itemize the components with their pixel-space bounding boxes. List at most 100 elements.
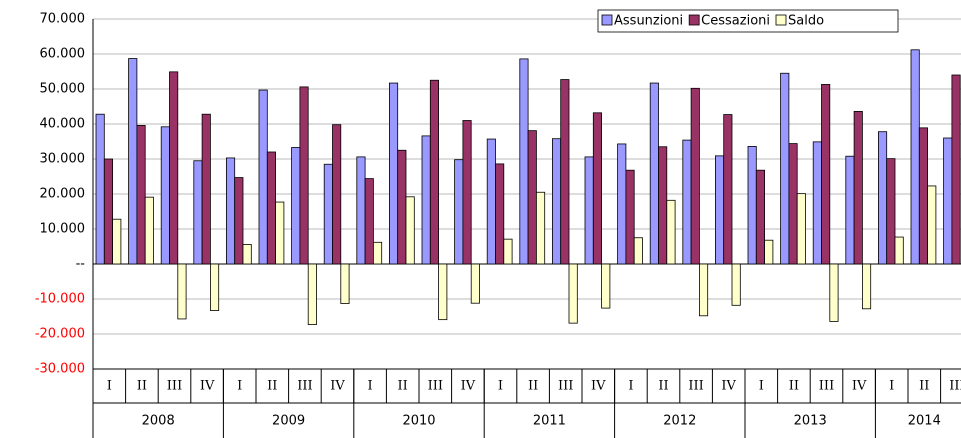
x-tick-label: II xyxy=(658,379,668,394)
bar xyxy=(560,79,570,265)
bar xyxy=(617,143,627,265)
bar xyxy=(747,145,757,265)
y-tick-label: 30.000 xyxy=(40,152,86,167)
bar xyxy=(527,130,537,265)
bar xyxy=(918,127,928,265)
bar xyxy=(951,74,961,265)
x-tick-label: IV xyxy=(200,379,215,394)
y-tick-label: 40.000 xyxy=(40,117,86,132)
x-tick-label: I xyxy=(237,379,242,394)
y-tick-label: -- xyxy=(76,257,86,272)
bar xyxy=(601,263,611,309)
bar xyxy=(372,241,383,265)
bar xyxy=(927,185,937,265)
x-tick-label: I xyxy=(759,379,764,394)
bar xyxy=(658,146,668,265)
x-tick-label: III xyxy=(949,379,961,394)
legend-swatch xyxy=(775,14,787,26)
bar xyxy=(788,143,798,265)
bar xyxy=(144,196,154,265)
x-tick-label: III xyxy=(167,379,182,394)
y-tick-label: 50.000 xyxy=(40,82,86,97)
y-tick-label: -10.000 xyxy=(35,292,85,307)
x-tick-label: II xyxy=(789,379,799,394)
y-tick-label: 70.000 xyxy=(40,12,86,27)
x-tick-label: I xyxy=(107,379,112,394)
bar xyxy=(812,141,822,265)
x-tick-label: II xyxy=(398,379,408,394)
bar xyxy=(536,191,546,265)
x-tick-label: II xyxy=(267,379,277,394)
bar xyxy=(943,137,953,265)
bar xyxy=(486,138,496,265)
bar xyxy=(299,86,309,265)
bar xyxy=(592,112,602,265)
bar xyxy=(764,239,774,265)
x-tick-label: IV xyxy=(330,379,345,394)
bar xyxy=(291,147,301,265)
bar xyxy=(584,156,594,265)
legend-label: Assunzioni xyxy=(614,14,683,29)
bar xyxy=(649,82,659,265)
bar xyxy=(225,157,236,265)
bar xyxy=(853,111,863,265)
bar xyxy=(323,163,333,265)
year-label: 2009 xyxy=(272,414,305,429)
x-tick-label: I xyxy=(889,379,894,394)
bar xyxy=(421,135,431,265)
year-label: 2010 xyxy=(402,414,435,429)
bar xyxy=(462,120,472,265)
x-tick-label: II xyxy=(919,379,929,394)
legend-box xyxy=(597,9,899,33)
year-label: 2011 xyxy=(533,414,566,429)
bar xyxy=(552,138,562,265)
legend-swatch xyxy=(688,14,700,26)
bar xyxy=(364,178,374,265)
x-tick-label: III xyxy=(297,379,312,394)
year-label: 2014 xyxy=(908,414,941,429)
bar xyxy=(177,263,187,320)
y-tick-label: 60.000 xyxy=(40,47,86,62)
bar xyxy=(755,169,765,265)
bar xyxy=(470,263,480,304)
x-tick-label: III xyxy=(688,379,703,394)
x-tick-label: I xyxy=(628,379,633,394)
bar xyxy=(356,156,366,265)
bar xyxy=(723,114,733,265)
x-tick-label: III xyxy=(819,379,834,394)
bar xyxy=(242,243,252,265)
bar xyxy=(690,87,700,265)
bar xyxy=(160,126,170,265)
year-label: 2008 xyxy=(142,414,175,429)
bar xyxy=(886,158,896,265)
x-tick-label: III xyxy=(558,379,573,394)
bar xyxy=(397,149,407,265)
bar xyxy=(666,199,676,265)
x-tick-label: I xyxy=(498,379,503,394)
y-tick-label: -30.000 xyxy=(35,362,85,377)
bar xyxy=(894,236,904,265)
bar xyxy=(169,71,179,265)
bar xyxy=(503,238,513,265)
bar xyxy=(633,237,643,265)
bar xyxy=(519,58,529,265)
x-tick-label: IV xyxy=(852,379,867,394)
bar xyxy=(731,263,741,306)
bar xyxy=(340,263,350,304)
bar xyxy=(429,79,439,265)
bar xyxy=(103,158,114,265)
x-tick-label: II xyxy=(137,379,147,394)
y-tick-label: 10.000 xyxy=(40,222,86,237)
bar xyxy=(193,160,203,265)
bar xyxy=(780,72,790,265)
x-tick-label: II xyxy=(528,379,538,394)
bar xyxy=(796,193,806,265)
bar xyxy=(715,155,725,265)
bar xyxy=(275,201,285,265)
bar xyxy=(405,196,415,265)
bar xyxy=(829,263,839,322)
x-tick-label: IV xyxy=(591,379,606,394)
bar xyxy=(266,151,276,265)
bar xyxy=(699,263,709,317)
